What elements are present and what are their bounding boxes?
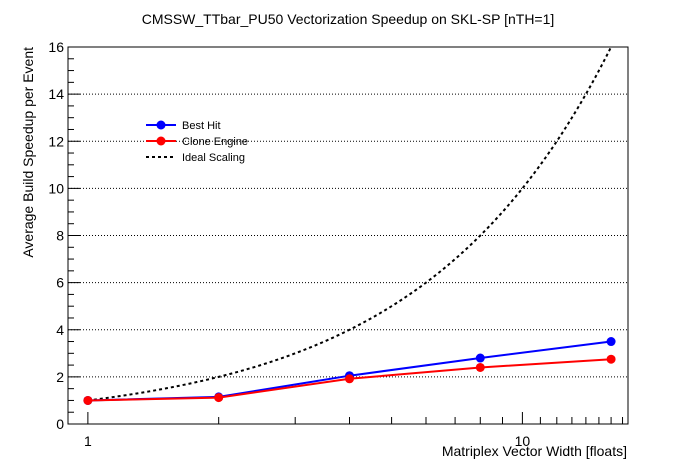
legend-label-best-hit: Best Hit bbox=[182, 120, 221, 132]
clone-engine-point bbox=[475, 362, 485, 372]
series-group bbox=[83, 46, 616, 405]
y-tick-label: 4 bbox=[56, 322, 64, 338]
chart-title: CMSSW_TTbar_PU50 Vectorization Speedup o… bbox=[142, 11, 555, 27]
y-axis-label: Average Build Speedup per Event bbox=[20, 47, 36, 258]
ideal-scaling-line bbox=[87, 46, 612, 402]
y-tick-label: 8 bbox=[56, 228, 64, 244]
y-tick-label: 16 bbox=[48, 39, 64, 55]
y-axis: 0 2 4 6 8 10 12 14 16 bbox=[48, 39, 80, 432]
y-tick-label: 12 bbox=[48, 133, 64, 149]
y-tick-label: 2 bbox=[56, 369, 64, 385]
clone-engine-point bbox=[344, 374, 354, 384]
y-tick-label: 14 bbox=[48, 86, 64, 102]
grid-lines bbox=[68, 93, 628, 378]
y-tick-label: 10 bbox=[48, 180, 64, 196]
legend-label-ideal-scaling: Ideal Scaling bbox=[182, 152, 245, 164]
best-hit-point bbox=[475, 353, 485, 363]
clone-engine-point bbox=[606, 354, 616, 364]
best-hit-line bbox=[87, 340, 612, 402]
legend-label-clone-engine: Clone Engine bbox=[182, 136, 248, 148]
x-axis: 1 10 bbox=[84, 412, 624, 449]
legend-marker-best-hit bbox=[156, 120, 166, 130]
legend: Best Hit Clone Engine Ideal Scaling bbox=[146, 120, 248, 164]
legend-marker-clone-engine bbox=[156, 136, 166, 146]
clone-engine-point bbox=[83, 395, 93, 405]
best-hit-point bbox=[606, 337, 616, 347]
x-axis-label: Matriplex Vector Width [floats] bbox=[442, 443, 627, 459]
y-tick-label: 0 bbox=[56, 416, 64, 432]
x-tick-label: 1 bbox=[84, 433, 92, 449]
y-tick-label: 6 bbox=[56, 275, 64, 291]
x-tick-label: 10 bbox=[515, 433, 531, 449]
clone-engine-point bbox=[214, 393, 224, 403]
